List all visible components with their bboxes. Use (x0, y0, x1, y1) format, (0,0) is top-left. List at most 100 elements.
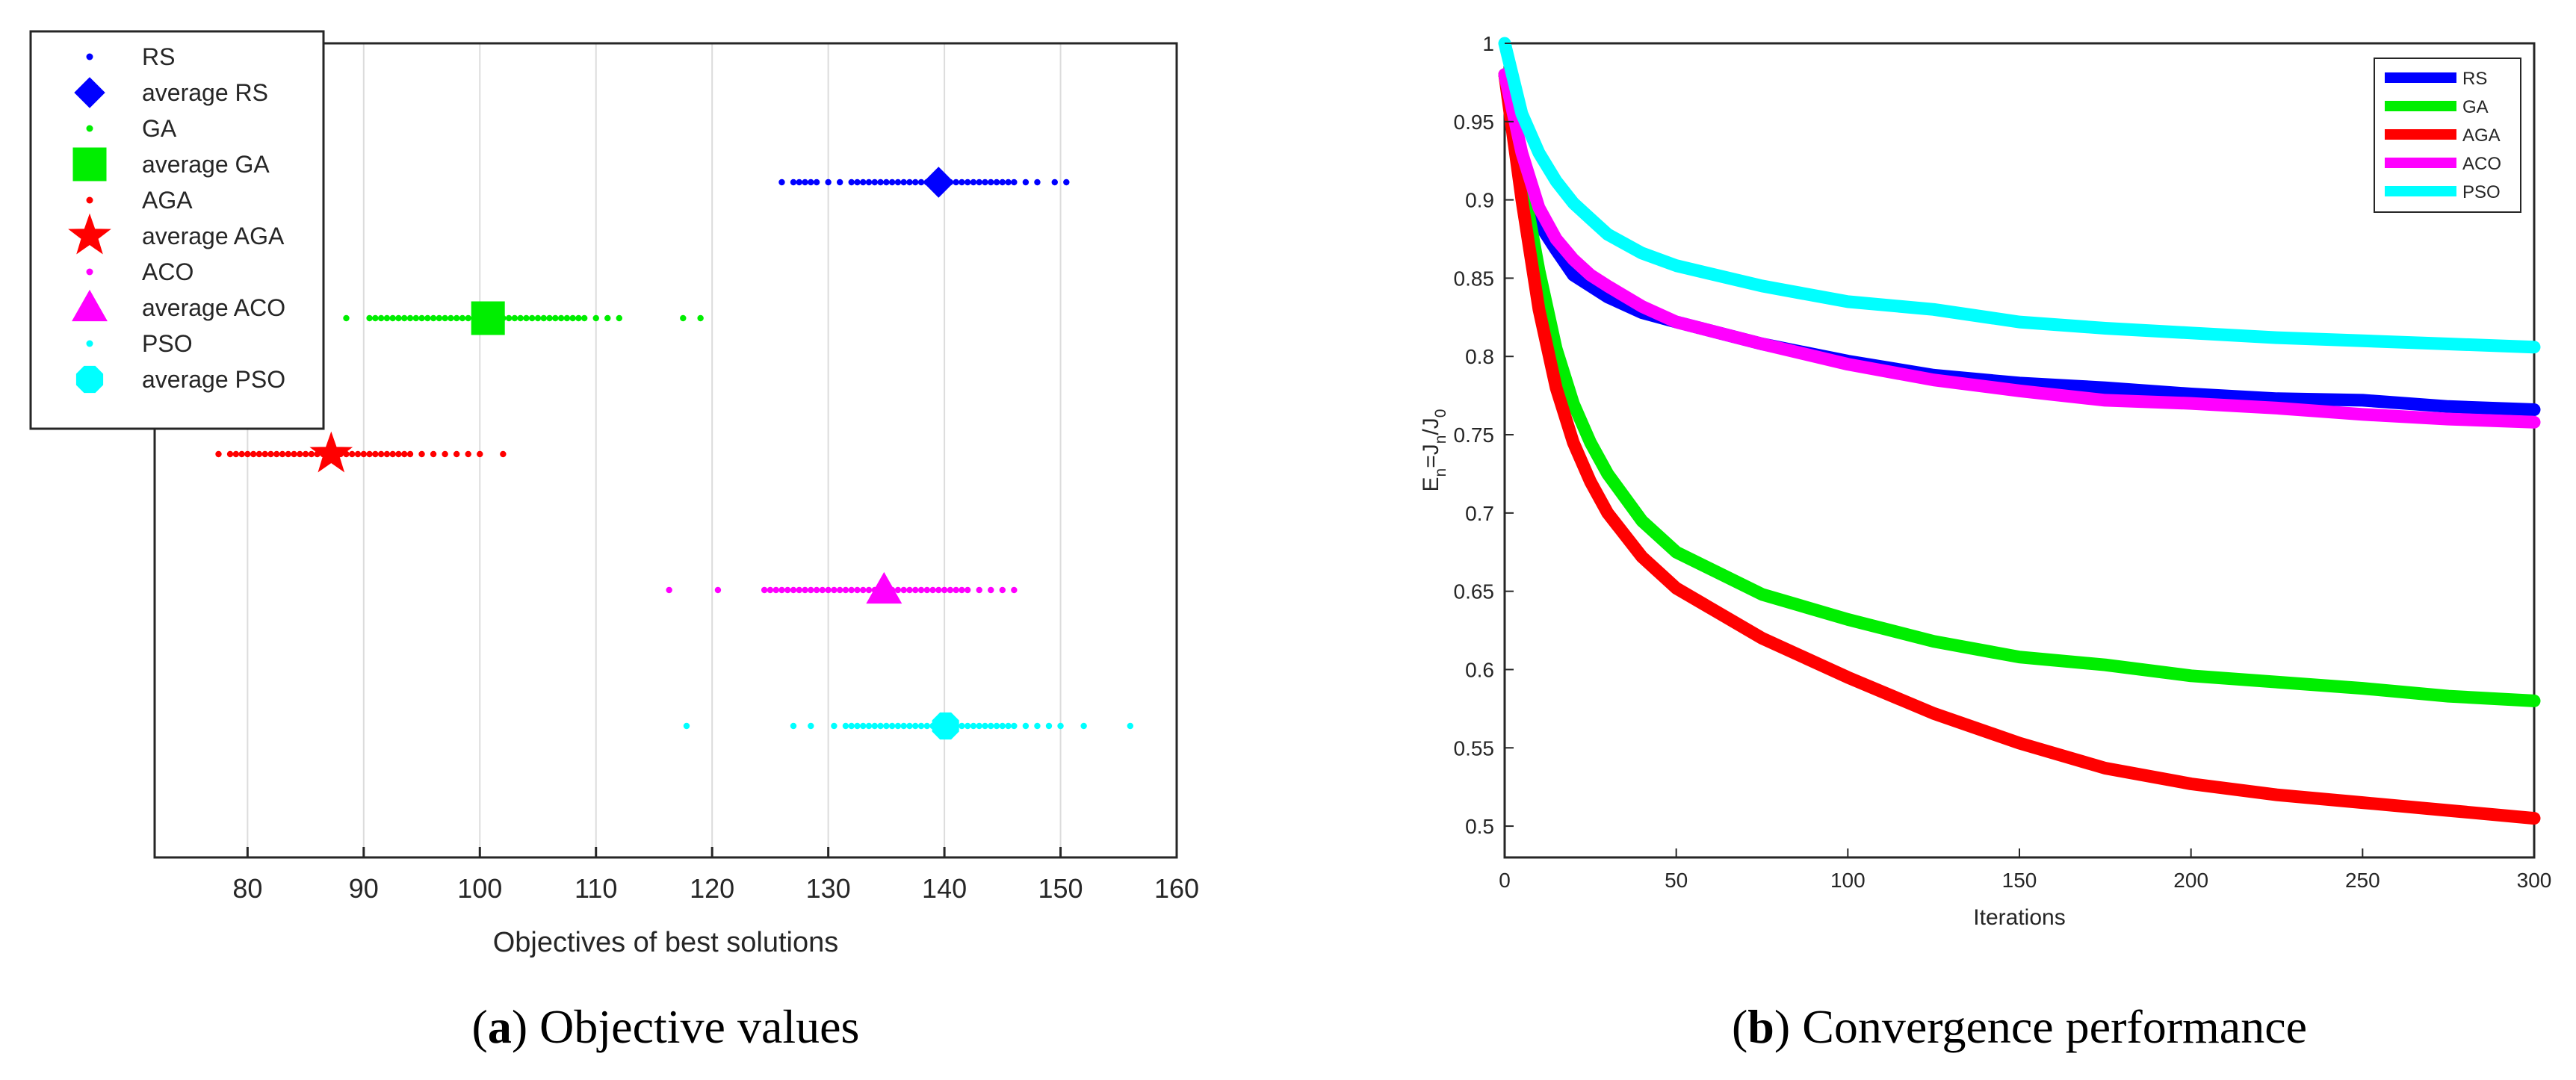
a-point-rs-30 (976, 179, 982, 186)
a-legend-label-average-aco: average ACO (142, 294, 285, 321)
b-y-tick-label-0.5: 0.5 (1465, 815, 1494, 838)
b-x-tick-label-0: 0 (1499, 869, 1511, 892)
a-point-ga-29 (529, 314, 536, 322)
a-point-aco-1 (714, 586, 722, 594)
a-average-ga (471, 301, 505, 335)
a-point-rs-20 (917, 179, 925, 186)
b-legend-label-aco: ACO (2462, 154, 2501, 174)
b-ticks: 0 50 100 150 200 250 300 0.5 0.55 0.6 0.65 0.7 0.75 0… (1454, 32, 2552, 892)
b-y-tick-label-0.85: 0.85 (1454, 267, 1495, 290)
a-point-ga-12 (430, 314, 437, 322)
a-average-rs (923, 167, 955, 198)
a-point-pso-38 (1080, 722, 1087, 730)
a-point-aco-16 (842, 586, 849, 594)
a-legend-dot-aco (86, 268, 93, 276)
a-point-ga-43 (697, 314, 704, 322)
a-point-aco-18 (854, 586, 861, 594)
a-axes-box (153, 42, 1178, 859)
a-point-rs-1 (790, 179, 797, 186)
a-legend-marker-average-rs (74, 77, 105, 108)
a-legend-label-rs: RS (142, 43, 175, 70)
a-point-aga-24 (360, 450, 368, 458)
a-point-aga-4 (244, 450, 251, 458)
a-average-aga (309, 431, 353, 473)
a-point-pso-18 (923, 722, 930, 730)
a-point-ga-35 (563, 314, 571, 322)
a-point-rs-8 (848, 179, 855, 186)
a-point-pso-5 (848, 722, 855, 730)
b-x-tick-label-200: 200 (2173, 869, 2208, 892)
a-point-rs-3 (802, 179, 808, 186)
a-point-rs-27 (959, 179, 965, 186)
a-point-aga-35 (442, 450, 448, 458)
a-point-pso-25 (964, 722, 971, 730)
a-point-rs-14 (883, 179, 890, 186)
a-point-ga-15 (448, 314, 454, 322)
a-point-aga-13 (297, 450, 303, 458)
a-point-rs-6 (825, 179, 832, 186)
a-point-pso-2 (808, 722, 814, 730)
a-point-ga-0 (343, 314, 350, 322)
a-point-ga-27 (517, 314, 524, 322)
b-y-tick-label-0.8: 0.8 (1465, 345, 1494, 368)
a-point-ga-40 (604, 314, 611, 322)
a-average-markers (309, 167, 959, 740)
b-y-tick-label-0.75: 0.75 (1454, 423, 1495, 447)
a-legend-dot-ga (86, 125, 93, 132)
a-point-aco-25 (894, 586, 902, 594)
a-point-aga-0 (215, 450, 222, 458)
a-point-ga-17 (459, 314, 466, 322)
a-point-rs-10 (860, 179, 867, 186)
b-y-axis-label: En=Jn/J0 (1419, 409, 1449, 492)
a-x-tick-label-90: 90 (349, 873, 379, 904)
a-point-pso-12 (888, 722, 896, 730)
b-x-tick-label-50: 50 (1665, 869, 1688, 892)
a-point-aco-7 (790, 586, 797, 594)
a-point-rs-13 (877, 179, 884, 186)
a-point-aco-41 (1011, 586, 1018, 594)
a-point-rs-0 (778, 179, 785, 186)
a-point-aco-31 (929, 586, 936, 594)
a-legend-label-pso: PSO (142, 330, 193, 357)
a-x-tick-label-80: 80 (232, 873, 262, 904)
caption-a: (a) Objective values (472, 1000, 860, 1053)
a-point-ga-37 (575, 314, 582, 322)
a-legend-marker-average-aga (68, 213, 111, 255)
a-point-aco-17 (848, 586, 855, 594)
a-point-rs-32 (988, 179, 994, 186)
a-point-pso-11 (883, 722, 890, 730)
a-point-aco-30 (923, 586, 930, 594)
a-point-rs-4 (808, 179, 814, 186)
a-point-aga-23 (354, 450, 362, 458)
b-line-aco (1498, 68, 2541, 429)
a-point-aga-22 (349, 450, 356, 458)
a-point-ga-36 (569, 314, 576, 322)
a-point-aga-27 (377, 450, 385, 458)
a-legend-label-average-rs: average RS (142, 79, 268, 106)
a-point-pso-32 (1005, 722, 1012, 730)
a-point-aga-7 (261, 450, 268, 458)
a-point-aco-3 (767, 586, 774, 594)
b-line-ga (1498, 68, 2541, 707)
a-point-pso-37 (1057, 722, 1064, 730)
a-point-ga-28 (523, 314, 530, 322)
b-y-tick-label-0.6: 0.6 (1465, 658, 1494, 681)
a-point-pso-14 (900, 722, 907, 730)
b-series-lines (1498, 37, 2541, 825)
a-point-ga-34 (557, 314, 565, 322)
a-point-ga-41 (616, 314, 623, 322)
a-point-aga-29 (389, 450, 396, 458)
a-scatter-points (215, 179, 1134, 730)
a-point-aga-25 (366, 450, 373, 458)
a-point-aco-15 (836, 586, 843, 594)
a-legend-label-ga: GA (142, 115, 177, 142)
a-point-aco-5 (778, 586, 785, 594)
a-legend-dot-pso (86, 340, 93, 347)
a-point-rs-37 (1022, 179, 1030, 186)
a-point-ga-32 (546, 314, 553, 322)
a-point-aga-37 (465, 450, 471, 458)
a-point-ga-11 (424, 314, 431, 322)
a-point-pso-16 (912, 722, 919, 730)
a-point-aco-9 (802, 586, 808, 594)
a-point-aga-15 (308, 450, 315, 458)
